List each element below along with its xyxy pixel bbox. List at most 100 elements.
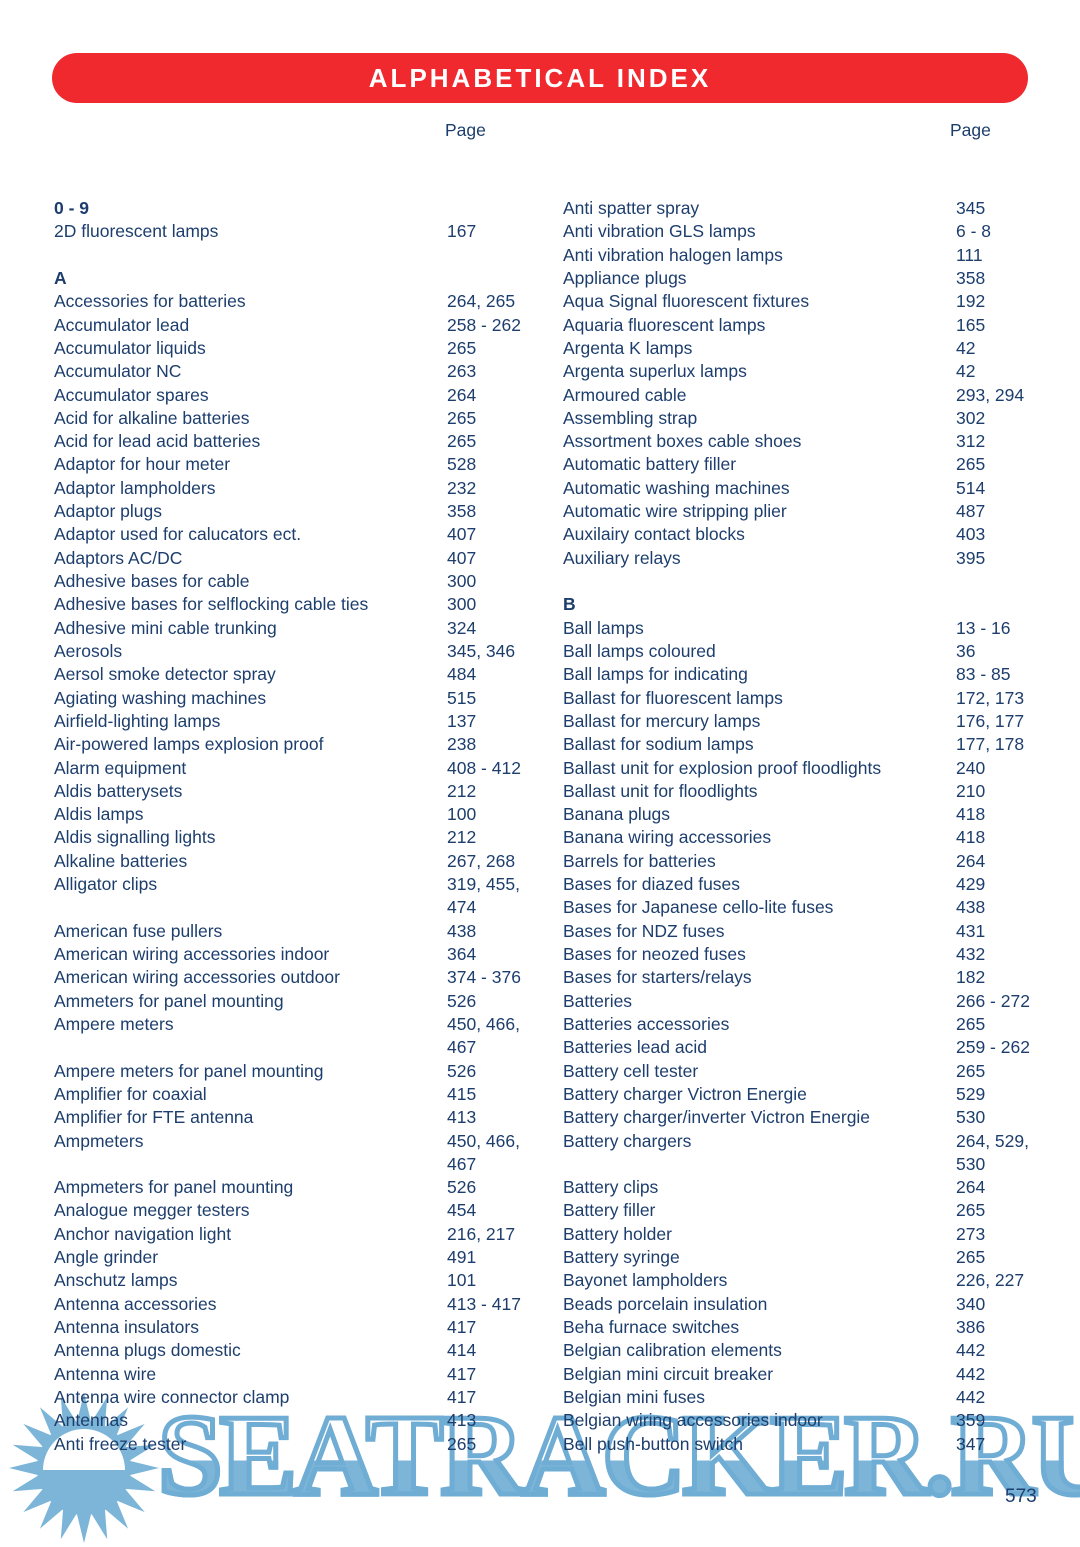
entry-label: Alarm equipment bbox=[54, 757, 187, 778]
entry-pages: 240 bbox=[956, 757, 986, 778]
entry-pages: 259 - 262 bbox=[956, 1037, 1030, 1058]
entry-label: Bases for neozed fuses bbox=[563, 944, 746, 964]
index-entry-row: Bases for NDZ fuses 431 bbox=[563, 920, 1033, 943]
entry-label: Battery chargers bbox=[563, 1130, 692, 1151]
entry-pages: 265 bbox=[447, 337, 477, 358]
entry-label: Aldis lamps bbox=[54, 804, 144, 825]
entry-pages: 438 bbox=[956, 897, 986, 918]
index-entry-row: Amplifier for FTE antenna 413 bbox=[54, 1106, 524, 1129]
index-entry-row: Antennas 413 bbox=[54, 1409, 524, 1432]
entry-pages: 177, 178 bbox=[956, 734, 1025, 755]
entry-label: Amplifier for coaxial bbox=[54, 1083, 207, 1104]
page-column-header-right: Page bbox=[950, 120, 991, 140]
entry-pages: 238 bbox=[447, 734, 477, 755]
entry-label: Anchor navigation light bbox=[54, 1223, 232, 1244]
entry-label: American wiring accessories indoor bbox=[54, 944, 330, 964]
entry-label: Auxilairy contact blocks bbox=[563, 524, 745, 545]
entry-label: Aldis batterysets bbox=[54, 780, 183, 801]
entry-label: Adhesive bases for selflocking cable tie… bbox=[54, 594, 369, 615]
index-entry-row: Angle grinder 491 bbox=[54, 1246, 524, 1269]
index-column-left: 0 - 9 2D fluorescent lamps 167 A Accessories… bbox=[54, 197, 524, 1456]
entry-pages: 265 bbox=[447, 1433, 477, 1454]
entry-pages: 417 bbox=[447, 1386, 477, 1407]
index-entry-row: Assembling strap 302 bbox=[563, 407, 1033, 430]
entry-label: Accumulator lead bbox=[54, 314, 190, 335]
index-entry-row: Battery clips 264 bbox=[563, 1176, 1033, 1199]
index-entry-row: Banana plugs 418 bbox=[563, 803, 1033, 826]
index-entry-row: Antenna accessories 413 - 417 bbox=[54, 1293, 524, 1316]
entry-pages: 413 bbox=[447, 1410, 477, 1431]
entry-pages: 364 bbox=[447, 944, 477, 964]
entry-label: Adaptor used for calucators ect. bbox=[54, 524, 302, 545]
entry-label: Belgian mini fuses bbox=[563, 1386, 706, 1407]
entry-label: Battery charger/inverter Victron Energie bbox=[563, 1107, 871, 1128]
entry-pages: 450, 466, 467 bbox=[447, 1130, 520, 1174]
entry-label: Argenta superlux lamps bbox=[563, 361, 747, 382]
index-entry-row: Adaptor plugs 358 bbox=[54, 500, 524, 523]
entry-pages: 210 bbox=[956, 780, 986, 801]
index-entry-row: Adaptor lampholders 232 bbox=[54, 477, 524, 500]
index-entry-row: Barrels for batteries 264 bbox=[563, 850, 1033, 873]
entry-pages: 265 bbox=[447, 407, 477, 428]
entry-pages: 182 bbox=[956, 967, 986, 988]
entry-label: Appliance plugs bbox=[563, 267, 687, 288]
entry-label: Battery charger Victron Energie bbox=[563, 1083, 807, 1104]
entry-pages: 438 bbox=[447, 920, 477, 941]
entry-pages: 265 bbox=[956, 454, 986, 475]
index-entry-row: Airfield-lighting lamps 137 bbox=[54, 710, 524, 733]
entry-pages: 484 bbox=[447, 664, 477, 685]
entry-label: Batteries lead acid bbox=[563, 1037, 707, 1058]
entry-pages: 530 bbox=[956, 1107, 986, 1128]
index-entry-row: Ballast for sodium lamps 177, 178 bbox=[563, 733, 1033, 756]
entry-pages: 212 bbox=[447, 780, 477, 801]
entry-label: Aquaria fluorescent lamps bbox=[563, 314, 766, 335]
entry-pages: 417 bbox=[447, 1317, 477, 1337]
index-entry-row: Bases for neozed fuses 432 bbox=[563, 943, 1033, 966]
index-entry-row: Aldis batterysets 212 bbox=[54, 780, 524, 803]
entry-pages: 273 bbox=[956, 1223, 986, 1244]
entry-label: Automatic battery filler bbox=[563, 454, 737, 475]
entry-pages: 442 bbox=[956, 1340, 986, 1361]
index-entry-row: Analogue megger testers 454 bbox=[54, 1199, 524, 1222]
index-entry-row: Accumulator NC 263 bbox=[54, 360, 524, 383]
entry-label: Automatic washing machines bbox=[563, 477, 790, 498]
index-entry-row: Battery holder 273 bbox=[563, 1223, 1033, 1246]
entry-pages: 345, 346 bbox=[447, 640, 516, 661]
entry-label: Angle grinder bbox=[54, 1247, 159, 1268]
index-entry-row: Ballast unit for floodlights 210 bbox=[563, 780, 1033, 803]
entry-label: Analogue megger testers bbox=[54, 1200, 250, 1221]
index-entry-row: Belgian mini fuses 442 bbox=[563, 1386, 1033, 1409]
index-entry-row: 2D fluorescent lamps 167 bbox=[54, 220, 524, 243]
entry-label: Ballast for fluorescent lamps bbox=[563, 687, 783, 708]
entry-pages: 6 - 8 bbox=[956, 221, 992, 242]
index-entry-row: Ball lamps for indicating 83 - 85 bbox=[563, 663, 1033, 686]
entry-label: Antennas bbox=[54, 1410, 128, 1431]
entry-label: Ballast unit for floodlights bbox=[563, 780, 758, 801]
entry-label: Battery clips bbox=[563, 1177, 659, 1198]
index-entry-row: Batteries lead acid 259 - 262 bbox=[563, 1036, 1033, 1059]
entry-label: Adhesive bases for cable bbox=[54, 571, 250, 591]
entry-pages: 172, 173 bbox=[956, 687, 1025, 708]
entry-label: Barrels for batteries bbox=[563, 850, 716, 871]
entry-label: Accumulator NC bbox=[54, 361, 182, 382]
entry-label: Battery holder bbox=[563, 1223, 672, 1244]
entry-pages: 36 bbox=[956, 640, 976, 661]
index-entry-row: Automatic battery filler 265 bbox=[563, 453, 1033, 476]
index-entry-row: Adhesive bases for selflocking cable tie… bbox=[54, 593, 524, 616]
entry-pages: 165 bbox=[956, 314, 986, 335]
entry-pages: 386 bbox=[956, 1317, 986, 1337]
page-title: ALPHABETICAL INDEX bbox=[368, 62, 712, 93]
entry-label: Ampmeters bbox=[54, 1130, 144, 1151]
index-entry-row: Agiating washing machines 515 bbox=[54, 687, 524, 710]
entry-label: Belgian calibration elements bbox=[563, 1340, 782, 1361]
entry-label: Anti vibration GLS lamps bbox=[563, 221, 756, 242]
index-entry-row: Air-powered lamps explosion proof 238 bbox=[54, 733, 524, 756]
index-entry-row: Antenna plugs domestic 414 bbox=[54, 1339, 524, 1362]
index-entry-row: Adaptor for hour meter 528 bbox=[54, 453, 524, 476]
entry-pages: 265 bbox=[956, 1200, 986, 1221]
index-entry-row: Accumulator lead 258 - 262 bbox=[54, 314, 524, 337]
entry-pages: 414 bbox=[447, 1340, 477, 1361]
index-entry-row: American wiring accessories outdoor 374 -… bbox=[54, 966, 524, 989]
entry-pages: 264, 265 bbox=[447, 291, 516, 312]
index-entry-row: Auxiliary relays 395 bbox=[563, 547, 1033, 570]
